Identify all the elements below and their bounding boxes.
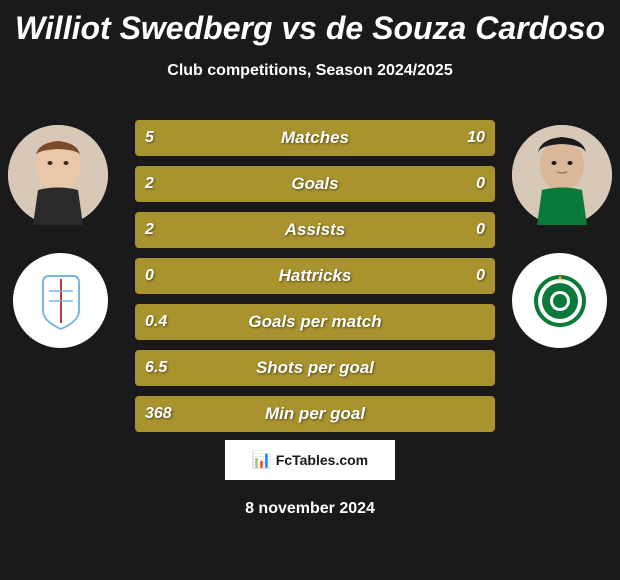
stats-container: 5Matches102Goals02Assists00Hattricks00.4… bbox=[135, 120, 495, 442]
page-title: Williot Swedberg vs de Souza Cardoso bbox=[0, 10, 620, 47]
chart-icon: 📊 bbox=[252, 450, 272, 470]
right-player-avatar bbox=[512, 125, 612, 225]
footer-logo-text: FcTables.com bbox=[276, 452, 368, 468]
stat-label: Assists bbox=[135, 212, 495, 248]
footer-logo: 📊 FcTables.com bbox=[225, 440, 395, 480]
stat-label: Goals bbox=[135, 166, 495, 202]
stat-row: 2Assists0 bbox=[135, 212, 495, 248]
left-player-avatar bbox=[8, 125, 108, 225]
stat-value-right: 10 bbox=[467, 120, 485, 156]
stat-row: 368Min per goal bbox=[135, 396, 495, 432]
stat-label: Min per goal bbox=[135, 396, 495, 432]
page-subtitle: Club competitions, Season 2024/2025 bbox=[0, 62, 620, 80]
stat-value-right: 0 bbox=[476, 258, 485, 294]
stat-row: 0.4Goals per match bbox=[135, 304, 495, 340]
stat-row: 6.5Shots per goal bbox=[135, 350, 495, 386]
footer-date: 8 november 2024 bbox=[245, 500, 375, 518]
stat-value-right: 0 bbox=[476, 212, 485, 248]
stat-row: 5Matches10 bbox=[135, 120, 495, 156]
stat-value-right: 0 bbox=[476, 166, 485, 202]
left-team-logo bbox=[13, 253, 108, 348]
stat-row: 2Goals0 bbox=[135, 166, 495, 202]
stat-label: Shots per goal bbox=[135, 350, 495, 386]
header: Williot Swedberg vs de Souza Cardoso Clu… bbox=[0, 0, 620, 80]
right-team-logo bbox=[512, 253, 607, 348]
left-player-column bbox=[8, 125, 108, 348]
stat-label: Hattricks bbox=[135, 258, 495, 294]
stat-row: 0Hattricks0 bbox=[135, 258, 495, 294]
stat-label: Goals per match bbox=[135, 304, 495, 340]
right-player-column bbox=[512, 125, 612, 348]
stat-label: Matches bbox=[135, 120, 495, 156]
